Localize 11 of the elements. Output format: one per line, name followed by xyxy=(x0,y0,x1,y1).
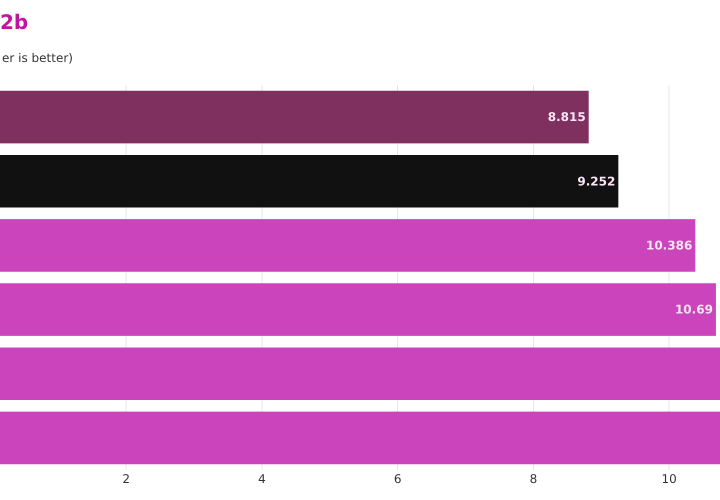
data-label: 10.386 xyxy=(646,238,692,252)
chart-subtitle: er is better) xyxy=(2,51,73,65)
x-tick-label: 2 xyxy=(122,472,130,486)
data-label: 10.69 xyxy=(674,302,713,317)
data-label: 9.252 xyxy=(577,174,616,188)
x-tick-label: 10 xyxy=(661,472,677,486)
data-label: 8.815 xyxy=(548,110,586,124)
x-tick-label: 4 xyxy=(258,472,266,486)
x-tick-label: 6 xyxy=(394,472,402,486)
x-tick-label: 8 xyxy=(530,472,538,486)
chart-title: 2b xyxy=(0,10,28,34)
